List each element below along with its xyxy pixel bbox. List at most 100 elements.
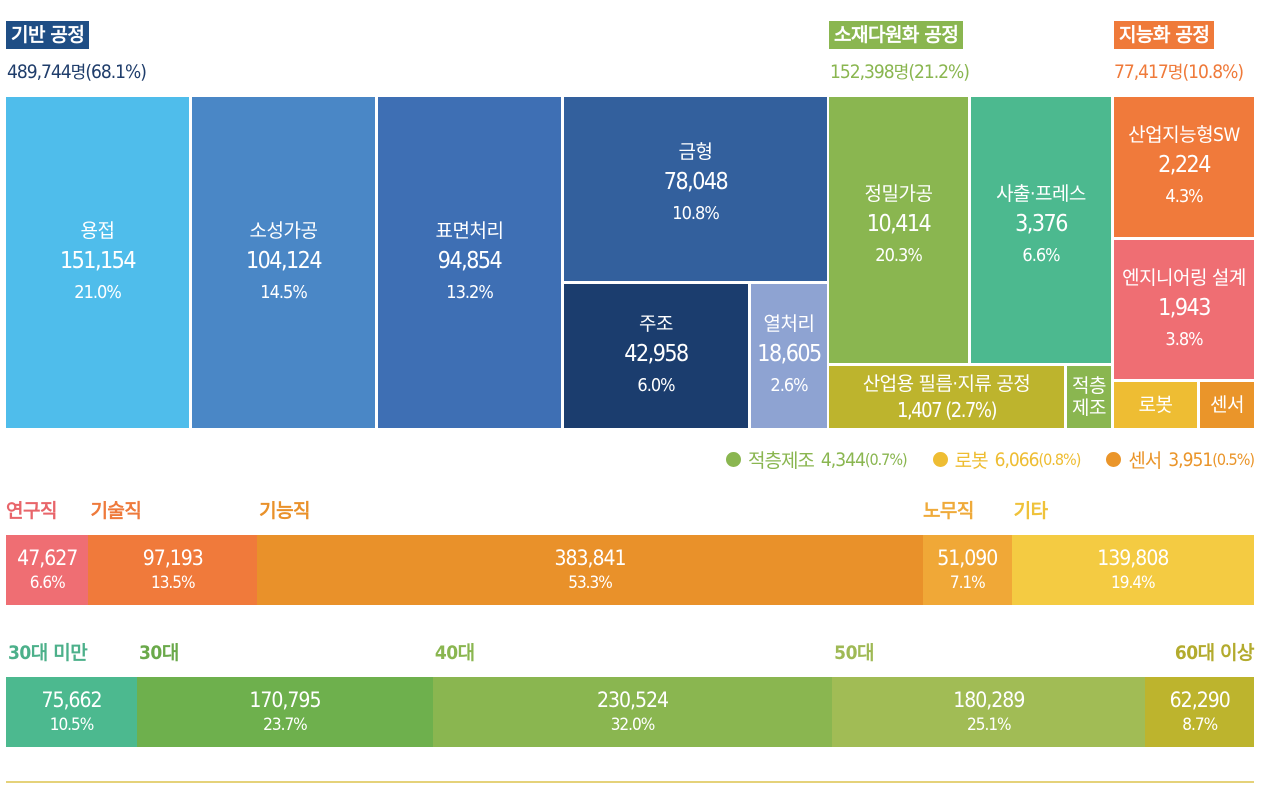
- unit-label: 명: [70, 63, 87, 83]
- tile-value: 104,124: [245, 247, 323, 274]
- tile-pct: 2.6%: [770, 375, 808, 396]
- age-segment-value: 180,289: [953, 688, 1025, 712]
- age-segment-value: 75,662: [41, 688, 102, 712]
- occupation-segment: 51,090 7.1%: [922, 535, 1012, 605]
- treemap-tile-engineering-design: 엔지니어링 설계 1,943 3.8%: [1114, 240, 1254, 379]
- tile-value: 94,854: [437, 247, 503, 274]
- tile-name-line2: 제조: [1072, 397, 1106, 419]
- tile-name-line1: 적층: [1072, 375, 1106, 397]
- group-total-value: 489,744: [7, 61, 72, 83]
- tile-name: 열처리: [763, 313, 815, 335]
- occupation-segment-value: 139,808: [1097, 546, 1169, 570]
- legend-item-sensor: 센서 3,951 (0.5%): [1106, 446, 1255, 473]
- tile-pct: 6.0%: [637, 375, 675, 396]
- treemap-tile-injection-press: 사출·프레스 3,376 6.6%: [971, 97, 1111, 363]
- tile-pct: 3.8%: [1165, 328, 1203, 350]
- legend-pct: (0.5%): [1212, 450, 1255, 469]
- occupation-segment-value: 47,627: [17, 546, 78, 570]
- age-category-label: 50대: [834, 642, 874, 664]
- age-segment-pct: 8.7%: [1182, 715, 1218, 735]
- tile-name: 산업용 필름·지류 공정: [862, 373, 1031, 395]
- tile-value: 1,407: [897, 398, 943, 422]
- occupation-category-label: 연구직: [6, 500, 57, 522]
- legend-dot-icon: [1106, 452, 1122, 467]
- occupation-segment-value: 383,841: [554, 546, 626, 570]
- legend-item-additive: 적층제조 4,344 (0.7%): [725, 446, 908, 473]
- age-segment-value: 170,795: [249, 688, 321, 712]
- occupation-segment-pct: 53.3%: [568, 573, 613, 593]
- treemap-tile-precision-machining: 정밀가공 10,414 20.3%: [829, 97, 968, 363]
- legend-dot-icon: [725, 452, 741, 467]
- occupation-segment-pct: 7.1%: [949, 573, 986, 593]
- tile-value: 42,958: [624, 341, 689, 367]
- tile-pct: (2.7%): [945, 398, 997, 422]
- treemap-tile-casting: 주조 42,958 6.0%: [564, 284, 748, 428]
- legend-name: 로봇: [954, 450, 989, 472]
- occupation-segment-pct: 13.5%: [150, 573, 196, 593]
- group-total-intelligent-process: 77,417명(10.8%): [1114, 61, 1244, 83]
- age-segment: 170,795 23.7%: [137, 677, 433, 747]
- legend-pct: (0.7%): [864, 450, 908, 469]
- treemap-tile-robot: 로봇: [1114, 382, 1197, 428]
- group-total-pct: 68.1%: [90, 61, 141, 83]
- age-category-label: 30대 미만: [8, 642, 88, 664]
- treemap-tile-industrial-sw: 산업지능형SW 2,224 4.3%: [1114, 97, 1254, 237]
- tile-name: 정밀가공: [864, 183, 933, 205]
- age-segment-value: 62,290: [1169, 688, 1231, 712]
- tile-name: 산업지능형SW: [1128, 124, 1240, 146]
- legend-value: 6,066: [994, 448, 1040, 471]
- treemap-tile-industrial-film: 산업용 필름·지류 공정 1,407 (2.7%): [829, 366, 1064, 428]
- age-category-label: 40대: [434, 642, 475, 664]
- occupation-category-label: 기타: [1013, 500, 1048, 522]
- tile-pct: 20.3%: [875, 245, 922, 266]
- legend-dot-icon: [932, 452, 948, 467]
- tile-pct: 14.5%: [260, 281, 307, 303]
- occupation-category-label: 노무직: [922, 500, 974, 522]
- occupation-segment-value: 97,193: [142, 546, 204, 570]
- legend-name: 센서: [1128, 450, 1162, 472]
- tile-name: 로봇: [1138, 393, 1173, 416]
- unit-label: 명: [893, 63, 910, 83]
- occupation-segment: 97,193 13.5%: [88, 535, 258, 605]
- treemap-tile-surface-treatment: 표면처리 94,854 13.2%: [378, 97, 561, 428]
- legend-item-robot: 로봇 6,066 (0.8%): [932, 446, 1082, 473]
- tile-pct: 13.2%: [446, 281, 493, 303]
- group-total-value: 77,417: [1114, 61, 1169, 83]
- treemap-legend: 적층제조 4,344 (0.7%) 로봇 6,066 (0.8%) 센서 3,951…: [725, 446, 1255, 473]
- tile-pct: 21.0%: [74, 281, 121, 303]
- tile-value: 2,224: [1158, 152, 1211, 178]
- age-segment-pct: 25.1%: [967, 715, 1012, 735]
- tile-name: 센서: [1210, 393, 1244, 416]
- tile-value-pct: 1,407 (2.7%): [897, 397, 997, 423]
- tile-name: 사출·프레스: [996, 183, 1086, 205]
- group-total-material-process: 152,398명(21.2%): [830, 61, 970, 83]
- tile-value: 1,943: [1158, 294, 1211, 321]
- group-tag-material-process: 소재다원화 공정: [829, 21, 964, 49]
- occupation-segment-value: 51,090: [937, 546, 998, 570]
- tile-name: 표면처리: [435, 219, 504, 242]
- tile-pct: 6.6%: [1022, 245, 1060, 266]
- age-segment-pct: 23.7%: [263, 715, 308, 735]
- age-category-label: 30대: [139, 642, 179, 664]
- tile-name: 엔지니어링 설계: [1122, 266, 1246, 289]
- tile-pct: 10.8%: [672, 203, 719, 224]
- tile-name: 용접: [80, 219, 115, 242]
- treemap-tile-welding: 용접 151,154 21.0%: [6, 97, 189, 428]
- treemap-tile-mold: 금형 78,048 10.8%: [564, 97, 827, 281]
- treemap-tile-additive-manufacturing: 적층 제조: [1067, 366, 1111, 428]
- group-total-value: 152,398: [830, 61, 895, 83]
- age-segment-pct: 10.5%: [49, 715, 95, 735]
- group-total-base-process: 489,744명(68.1%): [7, 61, 147, 83]
- occupation-segment: 139,808 19.4%: [1011, 535, 1254, 605]
- tile-name: 소성가공: [249, 219, 318, 242]
- group-tag-intelligent-process: 지능화 공정: [1114, 21, 1215, 49]
- occupation-segment: 47,627 6.6%: [6, 535, 89, 605]
- tile-name: 주조: [639, 313, 673, 335]
- occupation-segment-pct: 6.6%: [29, 573, 66, 593]
- age-segment: 75,662 10.5%: [6, 677, 138, 747]
- tile-name: 금형: [678, 141, 713, 163]
- legend-pct: (0.8%): [1038, 450, 1082, 469]
- treemap-tile-heat-treatment: 열처리 18,605 2.6%: [751, 284, 827, 428]
- group-tag-base-process: 기반 공정: [6, 21, 90, 49]
- age-segment-value: 230,524: [596, 688, 669, 712]
